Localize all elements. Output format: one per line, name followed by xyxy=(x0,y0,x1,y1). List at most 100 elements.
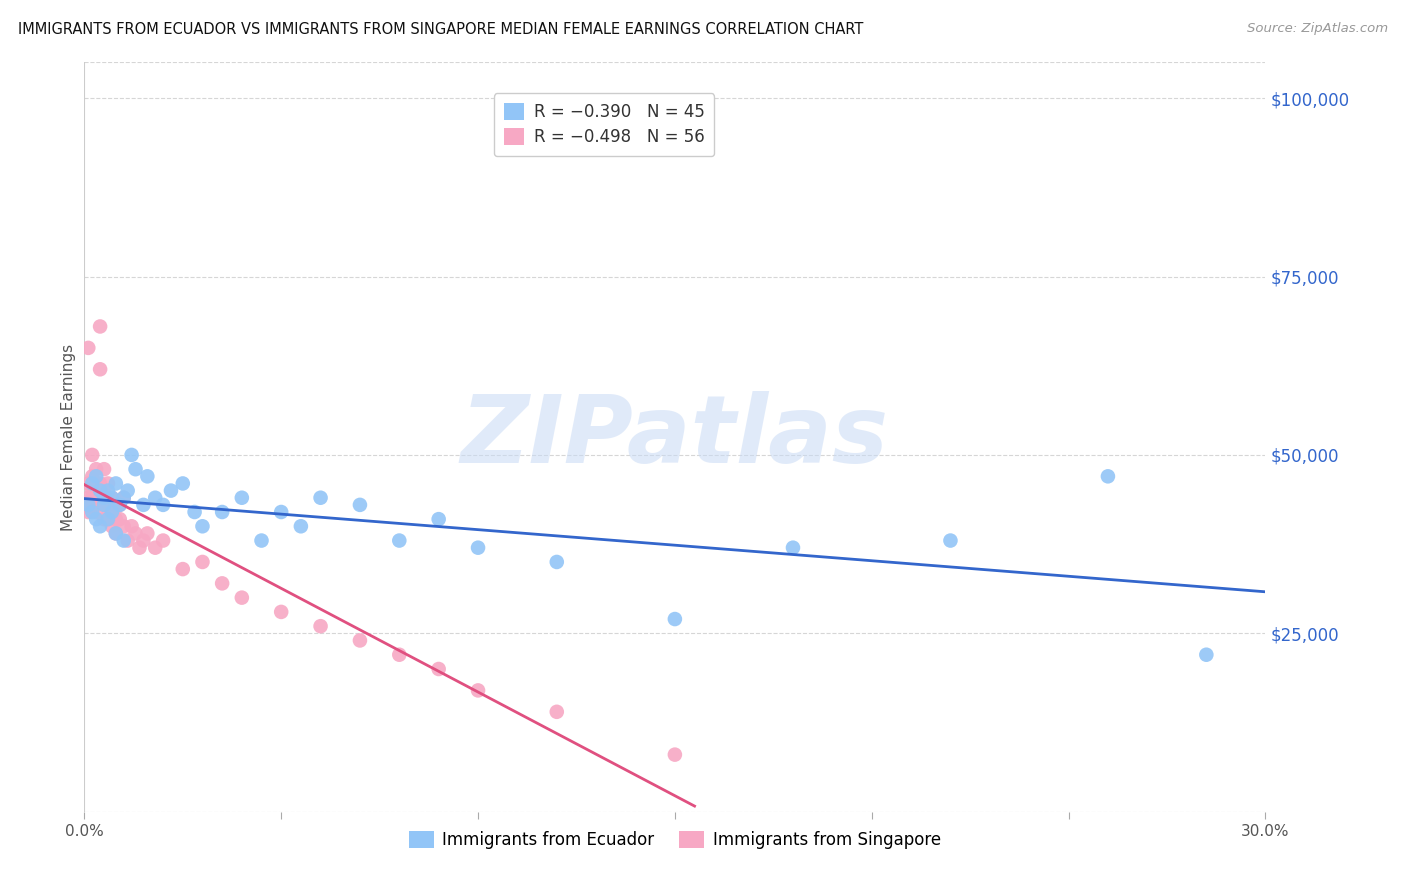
Point xyxy=(112,491,135,505)
Point xyxy=(664,747,686,762)
Point xyxy=(93,491,115,505)
Point xyxy=(84,505,107,519)
Point xyxy=(101,491,124,505)
Point xyxy=(546,705,568,719)
Point xyxy=(97,498,120,512)
Point xyxy=(89,476,111,491)
Point xyxy=(136,526,159,541)
Point xyxy=(108,498,131,512)
Text: ZIPatlas: ZIPatlas xyxy=(461,391,889,483)
Point xyxy=(77,341,100,355)
Point xyxy=(82,491,104,505)
Point xyxy=(97,483,120,498)
Point xyxy=(136,469,159,483)
Text: IMMIGRANTS FROM ECUADOR VS IMMIGRANTS FROM SINGAPORE MEDIAN FEMALE EARNINGS CORR: IMMIGRANTS FROM ECUADOR VS IMMIGRANTS FR… xyxy=(18,22,863,37)
Point xyxy=(664,612,686,626)
Point xyxy=(82,483,104,498)
Point xyxy=(112,491,135,505)
Point xyxy=(97,512,120,526)
Point xyxy=(211,576,233,591)
Point xyxy=(104,526,127,541)
Point xyxy=(309,619,332,633)
Point xyxy=(101,491,124,505)
Point xyxy=(77,498,100,512)
Point xyxy=(101,505,124,519)
Point xyxy=(467,683,489,698)
Point xyxy=(117,533,139,548)
Y-axis label: Median Female Earnings: Median Female Earnings xyxy=(60,343,76,531)
Point xyxy=(117,483,139,498)
Point xyxy=(101,519,124,533)
Point xyxy=(89,519,111,533)
Point xyxy=(183,505,205,519)
Point xyxy=(84,469,107,483)
Point xyxy=(211,505,233,519)
Point xyxy=(121,448,143,462)
Point xyxy=(160,483,183,498)
Point xyxy=(108,498,131,512)
Point xyxy=(89,491,111,505)
Point xyxy=(104,526,127,541)
Point xyxy=(104,512,127,526)
Point xyxy=(93,462,115,476)
Point xyxy=(172,476,194,491)
Text: Source: ZipAtlas.com: Source: ZipAtlas.com xyxy=(1247,22,1388,36)
Point xyxy=(1195,648,1218,662)
Point xyxy=(132,498,155,512)
Point xyxy=(143,491,166,505)
Point xyxy=(231,591,253,605)
Point xyxy=(290,519,312,533)
Point xyxy=(309,491,332,505)
Point xyxy=(97,476,120,491)
Point xyxy=(93,498,115,512)
Point xyxy=(93,498,115,512)
Point xyxy=(104,476,127,491)
Point xyxy=(82,505,104,519)
Point xyxy=(270,605,292,619)
Point xyxy=(82,498,104,512)
Point xyxy=(250,533,273,548)
Point xyxy=(82,476,104,491)
Point xyxy=(782,541,804,555)
Point xyxy=(97,491,120,505)
Point xyxy=(112,519,135,533)
Point xyxy=(152,533,174,548)
Point xyxy=(77,476,100,491)
Point xyxy=(231,491,253,505)
Point xyxy=(101,505,124,519)
Point xyxy=(128,541,150,555)
Point xyxy=(84,462,107,476)
Point xyxy=(546,555,568,569)
Point xyxy=(427,662,450,676)
Point xyxy=(467,541,489,555)
Point xyxy=(427,512,450,526)
Point xyxy=(191,555,214,569)
Point xyxy=(89,362,111,376)
Legend: Immigrants from Ecuador, Immigrants from Singapore: Immigrants from Ecuador, Immigrants from… xyxy=(402,824,948,855)
Point xyxy=(124,526,146,541)
Point xyxy=(77,505,100,519)
Point xyxy=(270,505,292,519)
Point xyxy=(121,519,143,533)
Point xyxy=(132,533,155,548)
Point xyxy=(84,483,107,498)
Point xyxy=(77,491,100,505)
Point xyxy=(939,533,962,548)
Point xyxy=(349,633,371,648)
Point xyxy=(93,483,115,498)
Point xyxy=(84,491,107,505)
Point xyxy=(172,562,194,576)
Point xyxy=(104,498,127,512)
Point xyxy=(349,498,371,512)
Point xyxy=(152,498,174,512)
Point xyxy=(124,462,146,476)
Point xyxy=(388,648,411,662)
Point xyxy=(84,512,107,526)
Point xyxy=(93,512,115,526)
Point xyxy=(82,448,104,462)
Point xyxy=(191,519,214,533)
Point xyxy=(89,483,111,498)
Point xyxy=(388,533,411,548)
Point xyxy=(108,512,131,526)
Point xyxy=(97,512,120,526)
